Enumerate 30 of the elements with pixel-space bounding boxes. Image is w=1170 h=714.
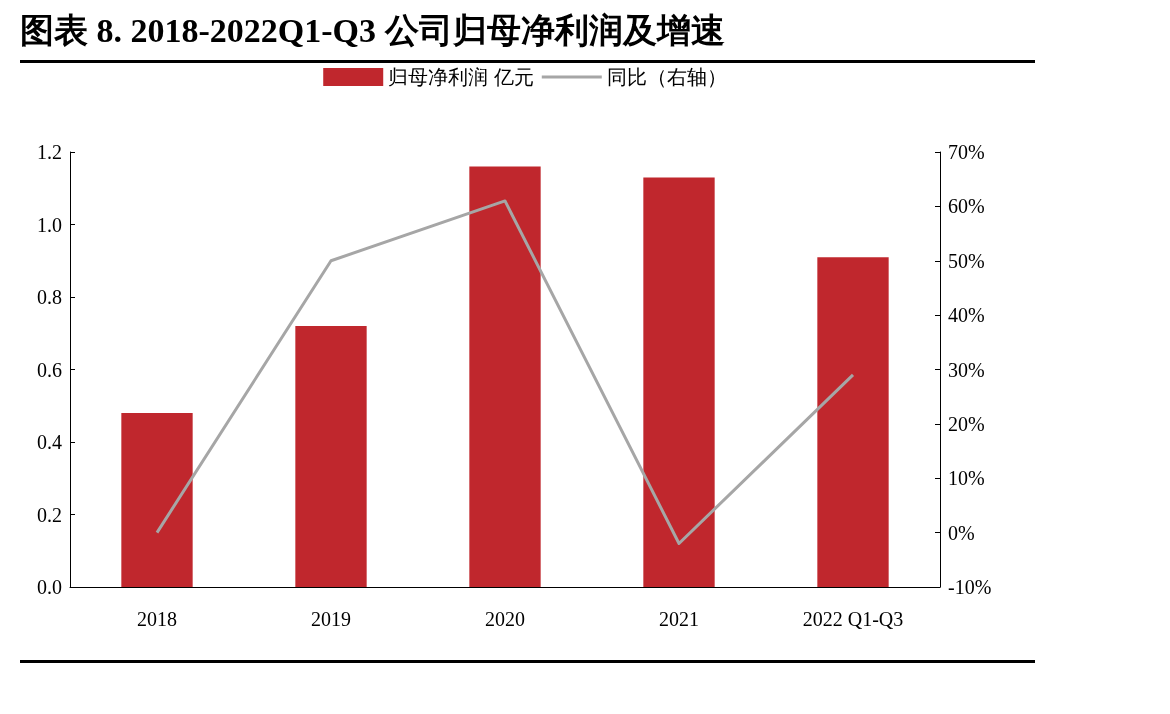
bar (469, 166, 541, 587)
y-tick-label: 1.2 (37, 141, 62, 163)
bar (817, 257, 889, 587)
legend-label: 同比（右轴） (606, 66, 727, 88)
y2-tick-label: -10% (948, 576, 992, 598)
y-tick-label: 0.6 (37, 358, 62, 381)
bar (121, 413, 193, 587)
y2-tick-label: 0% (948, 521, 975, 544)
x-tick-label: 2022 Q1-Q3 (802, 608, 904, 630)
y2-tick-label: 20% (948, 412, 985, 435)
y-tick-label: 0.2 (37, 503, 62, 526)
y-tick-label: 0.4 (37, 431, 62, 453)
y-tick-label: 0.8 (37, 286, 62, 308)
bar (295, 326, 367, 587)
bar (643, 177, 715, 587)
x-tick-label: 2019 (311, 608, 351, 630)
y2-tick-label: 10% (948, 467, 985, 490)
x-tick-label: 2018 (137, 608, 177, 630)
line-series (155, 199, 855, 545)
legend-label: 归母净利润 亿元 (388, 66, 534, 88)
y2-tick-label: 50% (948, 249, 985, 272)
y2-tick-label: 60% (948, 195, 985, 218)
chart-title: 图表 8. 2018-2022Q1-Q3 公司归母净利润及增速 (20, 8, 1035, 63)
y2-tick-label: 30% (948, 358, 985, 381)
y2-tick-label: 40% (948, 304, 985, 327)
y-tick-label: 1.0 (37, 213, 62, 236)
y2-tick-label: 70% (948, 141, 985, 163)
x-tick-label: 2020 (485, 608, 525, 630)
y-tick-label: 0.0 (37, 576, 62, 598)
x-tick-label: 2021 (659, 608, 699, 630)
